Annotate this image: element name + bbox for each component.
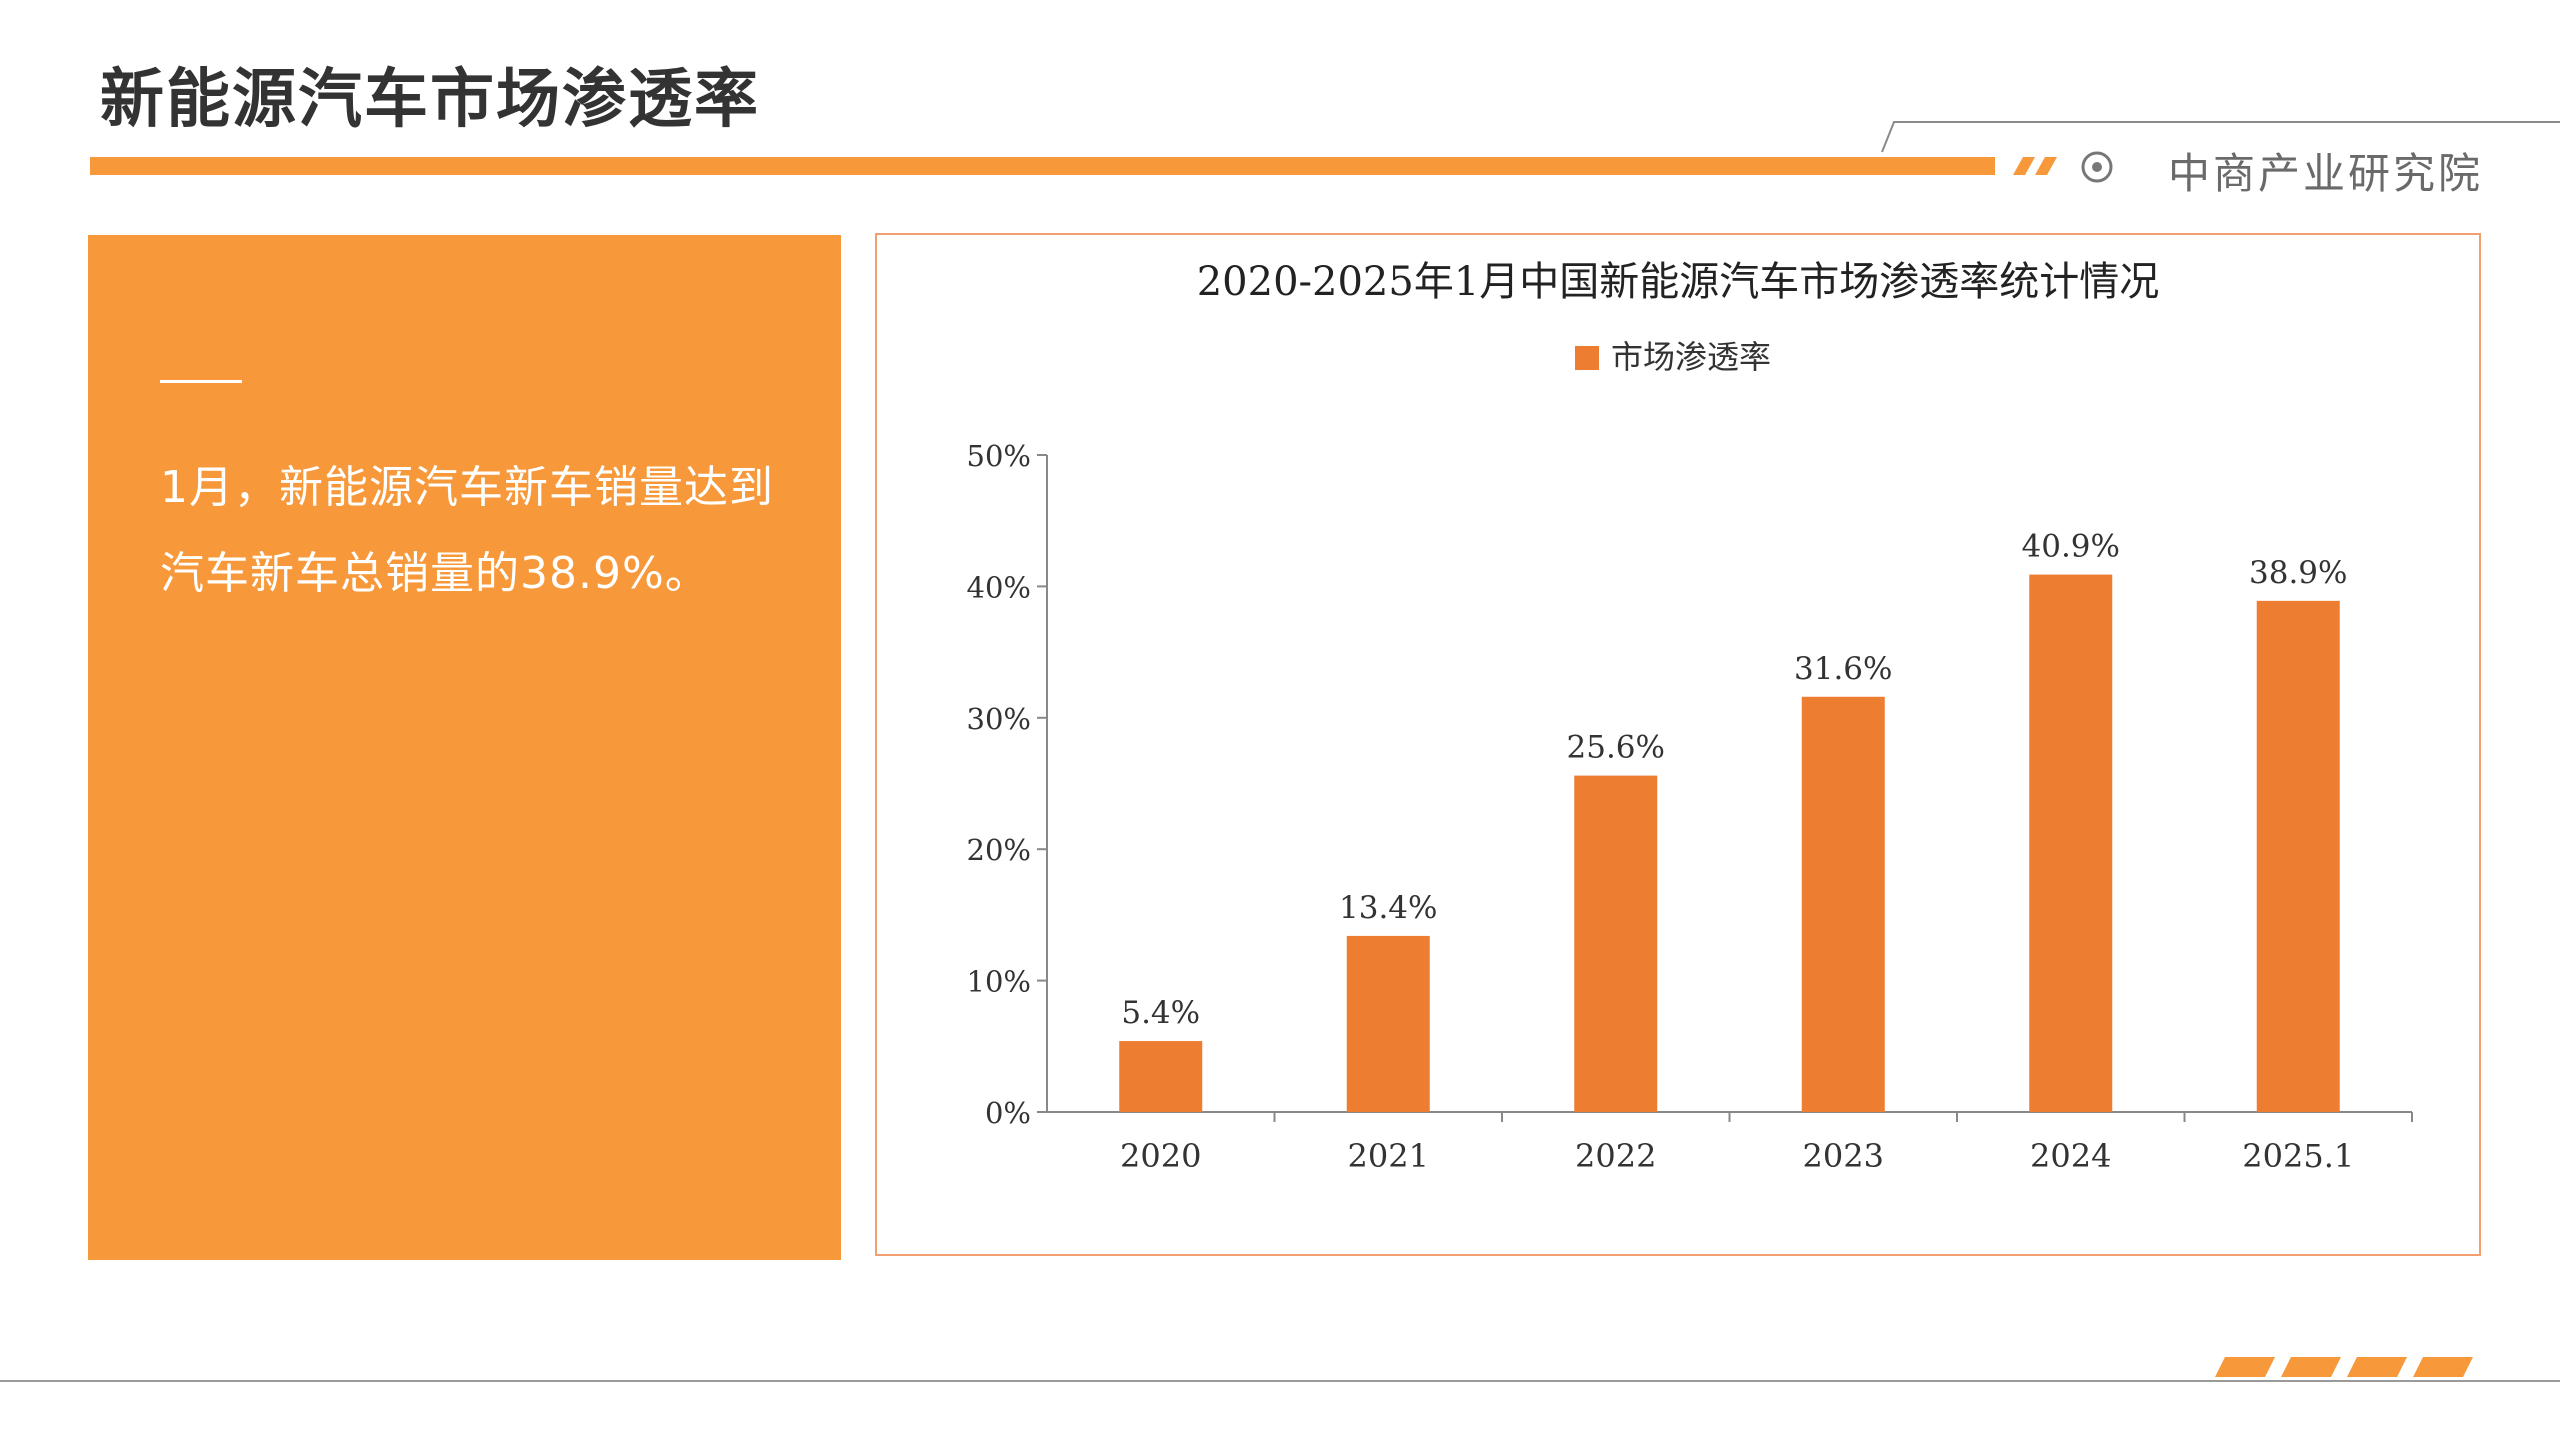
x-tick-label: 2023	[1803, 1137, 1884, 1175]
x-tick-label: 2021	[1348, 1137, 1429, 1175]
summary-panel: 1月，新能源汽车新车销量达到汽车新车总销量的38.9%。	[88, 235, 841, 1260]
y-tick-label: 30%	[967, 702, 1031, 736]
bar	[2256, 600, 2340, 1112]
legend-swatch	[1575, 346, 1599, 370]
page-title: 新能源汽车市场渗透率	[100, 63, 760, 137]
bar	[1119, 1041, 1203, 1112]
y-tick-label: 10%	[967, 965, 1031, 999]
y-tick-label: 0%	[985, 1096, 1031, 1130]
data-label: 25.6%	[1567, 730, 1665, 766]
x-tick-label: 2024	[2030, 1137, 2111, 1175]
bar-chart: 2020-2025年1月中国新能源汽车市场渗透率统计情况 市场渗透率 0% 10%…	[967, 259, 2413, 1175]
summary-dash	[160, 380, 242, 383]
bar	[2029, 574, 2113, 1112]
header-accent-bar	[90, 157, 1995, 175]
x-tick-label: 2020	[1120, 1137, 1201, 1175]
footer-divider	[0, 1380, 2560, 1382]
chart-legend: 市场渗透率	[1575, 338, 1771, 376]
chart-frame: 2020-2025年1月中国新能源汽车市场渗透率统计情况 市场渗透率 0% 10%…	[875, 233, 2481, 1256]
summary-text: 1月，新能源汽车新车销量达到汽车新车总销量的38.9%。	[160, 462, 774, 599]
legend-label: 市场渗透率	[1611, 338, 1771, 376]
data-label: 38.9%	[2249, 555, 2347, 591]
x-tick-label: 2022	[1575, 1137, 1656, 1175]
data-label: 5.4%	[1121, 995, 1200, 1031]
brand-name: 中商产业研究院	[2168, 149, 2484, 198]
target-icon	[2081, 151, 2113, 183]
x-tick-label: 2025.1	[2242, 1137, 2354, 1175]
header-stripes-decoration	[2013, 157, 2057, 175]
bar	[1801, 696, 1885, 1112]
bar	[1346, 935, 1430, 1112]
data-label: 40.9%	[2022, 529, 2120, 565]
data-label: 31.6%	[1794, 651, 1892, 687]
chart-title: 2020-2025年1月中国新能源汽车市场渗透率统计情况	[1197, 259, 2160, 305]
data-label: 13.4%	[1339, 890, 1437, 926]
y-tick-label: 20%	[967, 833, 1031, 867]
y-tick-label: 50%	[967, 439, 1031, 473]
bar	[1574, 775, 1658, 1112]
y-tick-label: 40%	[967, 570, 1031, 604]
footer-stripes-decoration	[2215, 1357, 2473, 1377]
brand-divider-line	[1881, 121, 2560, 153]
